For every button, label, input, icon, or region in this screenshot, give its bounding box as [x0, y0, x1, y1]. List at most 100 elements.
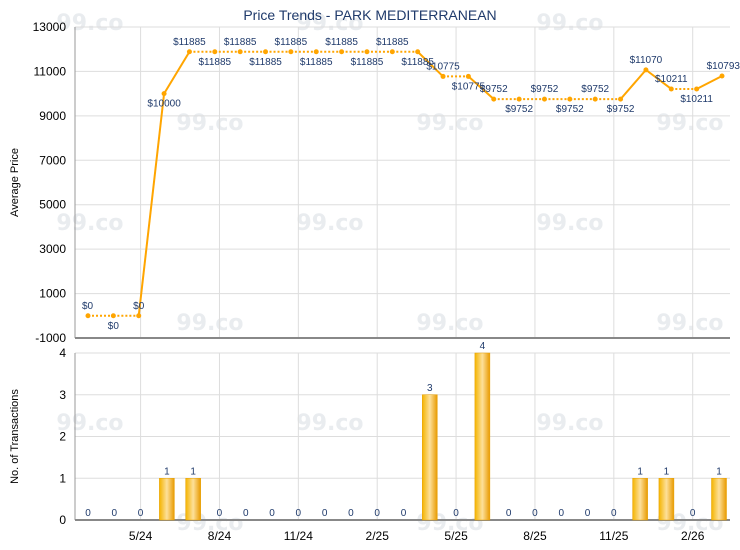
price-point-label: $0 [133, 301, 145, 312]
watermark-text: 99.co [176, 111, 243, 136]
price-point [592, 96, 598, 102]
transaction-bar [185, 478, 201, 521]
bar-value-label: 0 [532, 508, 538, 519]
price-y-tick-label: 9000 [39, 109, 66, 123]
bar-value-label: 0 [558, 508, 564, 519]
price-line-segment [645, 69, 672, 90]
price-point-label: $11885 [351, 57, 384, 68]
price-point-label: $0 [108, 321, 120, 332]
price-point [440, 73, 446, 79]
price-point [212, 49, 218, 55]
price-point-label: $9752 [581, 84, 609, 95]
price-point-label: $11885 [249, 57, 282, 68]
watermark-text: 99.co [296, 411, 363, 436]
bar-value-label: 0 [506, 508, 512, 519]
watermark-text: 99.co [416, 111, 483, 136]
bar-value-label: 1 [637, 466, 643, 477]
price-axes: -1000 1000 3000 5000 7000 9000 11000 13000 [33, 20, 730, 345]
bar-value-label: 1 [664, 466, 670, 477]
price-line-layer [85, 49, 725, 319]
price-point [389, 49, 395, 55]
transaction-bar [658, 478, 675, 521]
bar-value-label: 1 [164, 466, 170, 477]
price-point-label: $11885 [173, 37, 206, 48]
price-line-segment [619, 69, 647, 100]
watermark-text: 99.co [176, 311, 243, 336]
price-point [668, 86, 674, 92]
watermark-text: 99.co [56, 211, 123, 236]
transactions-y-tick-label: 1 [59, 471, 66, 485]
watermark-text: 99.co [296, 11, 363, 36]
transaction-bar [159, 478, 175, 521]
bar-value-label: 0 [585, 508, 591, 519]
watermark-layer: 99.co 99.co 99.co 99.co 99.co 99.co 99.co 99.co… [56, 11, 723, 536]
price-point [339, 49, 345, 55]
price-point [288, 49, 294, 55]
watermark-text: 99.co [296, 211, 363, 236]
bar-value-label: 0 [348, 508, 354, 519]
x-tick-label: 11/25 [599, 529, 628, 543]
price-point [465, 73, 471, 79]
x-tick-label: 5/25 [444, 529, 468, 543]
watermark-text: 99.co [656, 111, 723, 136]
price-point [541, 96, 547, 102]
price-y-tick-label: 1000 [39, 287, 66, 301]
price-point-label: $10211 [680, 94, 713, 105]
transactions-y-tick-label: 4 [59, 346, 66, 360]
price-point-label: $11885 [325, 37, 358, 48]
transactions-axes: 0 1 2 3 4 5/24 8/24 11/24 2/25 5/25 8/25 11/25 2/26 [59, 346, 730, 543]
transactions-y-tick-label: 0 [59, 513, 66, 527]
price-point-label: $10211 [655, 74, 688, 85]
price-point-label: $11885 [300, 57, 333, 68]
bar-value-label: 0 [217, 508, 223, 519]
watermark-text: 99.co [536, 11, 603, 36]
transactions-y-tick-label: 3 [59, 388, 66, 402]
bar-value-label: 0 [138, 508, 144, 519]
price-line-segment [163, 51, 191, 95]
price-point-label: $10793 [707, 61, 740, 72]
chart-title: Price Trends - PARK MEDITERRANEAN [243, 7, 496, 23]
price-point-label: $10775 [452, 81, 486, 92]
price-point-label: $10775 [426, 61, 460, 72]
price-line-segment [137, 93, 166, 316]
price-line-segment [696, 75, 723, 90]
x-tick-label: 2/25 [366, 529, 390, 543]
watermark-text: 99.co [536, 411, 603, 436]
price-point-label: $11885 [376, 37, 409, 48]
price-point [643, 67, 649, 73]
price-point-label: $11885 [401, 57, 434, 68]
transaction-bar [422, 394, 438, 521]
transaction-bar [711, 478, 727, 521]
price-point-label: $11885 [198, 57, 231, 68]
price-point [313, 49, 319, 55]
bar-value-label: 0 [690, 508, 696, 519]
bar-value-label: 0 [85, 508, 91, 519]
price-point-label: $11885 [275, 37, 308, 48]
bar-value-label: 1 [716, 466, 722, 477]
bar-value-label: 0 [401, 508, 407, 519]
price-point-label: $9752 [505, 104, 533, 115]
price-point [567, 96, 573, 102]
transaction-bars [159, 352, 727, 521]
data-labels: 0 0 0 1 1 0 0 0 0 0 0 0 0 3 0 4 0 0 0 0 0 1 1 0 1 $0 $0 $0 $10000 $11… [82, 37, 740, 519]
price-point-label: $9752 [607, 104, 635, 115]
price-y-tick-label: 5000 [39, 198, 66, 212]
x-tick-label: 8/24 [208, 529, 232, 543]
watermark-text: 99.co [656, 311, 723, 336]
transaction-bar [632, 478, 648, 521]
bar-value-label: 0 [112, 508, 118, 519]
watermark-text: 99.co [536, 211, 603, 236]
price-line-segment [416, 51, 444, 78]
x-tick-label: 11/24 [284, 529, 313, 543]
transaction-bar [474, 352, 491, 521]
price-point-label: $9752 [480, 84, 508, 95]
price-point-label: $9752 [556, 104, 584, 115]
x-tick-label: 5/24 [129, 529, 153, 543]
transactions-y-tick-label: 2 [59, 430, 66, 444]
price-point [136, 313, 142, 319]
price-point [85, 313, 91, 319]
price-point-label: $9752 [531, 84, 559, 95]
price-y-tick-label: 11000 [34, 64, 67, 78]
